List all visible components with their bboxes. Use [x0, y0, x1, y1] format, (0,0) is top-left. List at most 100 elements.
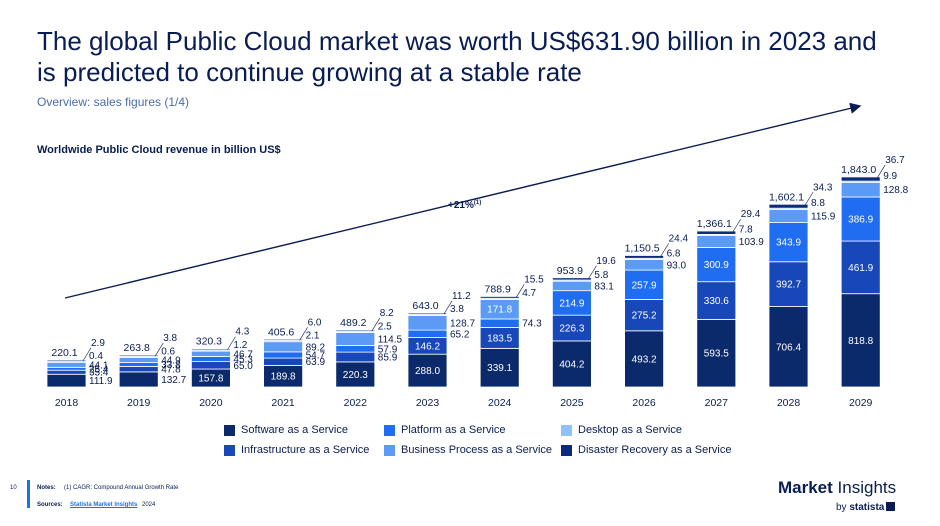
bar-segment-business_process [407, 315, 448, 331]
brand-name: statista [849, 502, 885, 513]
data-label-business_process: 44.1 [89, 360, 109, 371]
total-label: 220.1 [51, 347, 77, 359]
bar-segment-disaster_recovery [840, 176, 881, 182]
bar-segment-disaster_recovery [696, 230, 737, 235]
data-label-software: 593.5 [704, 349, 729, 360]
data-label-desktop: 0.4 [89, 351, 103, 362]
bar-segment-platform [624, 269, 664, 300]
legend-label: Business Process as a Service [401, 444, 553, 456]
sources-link[interactable]: Statista Market Insights [70, 502, 138, 508]
statista-logo-icon [886, 502, 896, 511]
total-label: 643.0 [412, 300, 438, 312]
legend-swatch [384, 424, 395, 436]
bar-segment-infrastructure [46, 369, 87, 375]
bar-segment-disaster_recovery [624, 255, 664, 259]
bar-segment-infrastructure [263, 357, 304, 366]
leader-line [371, 317, 381, 332]
bar-segment-business_process [190, 350, 231, 357]
data-label-software: 288.0 [415, 366, 440, 377]
data-label-desktop: 2.1 [306, 330, 320, 341]
stacked-bar-chart: +21%(1) 111.935.425.444.10.4 2.9 220.1 2018… [46, 102, 909, 409]
data-label-disaster-recovery: 4.3 [235, 327, 249, 338]
bar-segment-software [624, 330, 664, 388]
bar-segment-business_process [263, 341, 304, 353]
data-label-software: 220.3 [343, 370, 368, 381]
data-label-disaster-recovery: 11.2 [452, 291, 471, 302]
x-tick-label: 2023 [416, 397, 440, 409]
data-label-platform: 54.7 [306, 350, 326, 361]
bar-segment-infrastructure [335, 351, 376, 363]
data-label-desktop: 4.7 [522, 288, 536, 299]
bar-segment-business_process [335, 332, 376, 346]
legend-item-business-process: Business Process as a Service [384, 444, 552, 456]
bar-segment-software [840, 293, 881, 388]
x-tick-label: 2028 [777, 397, 801, 409]
data-label-business_process: 93.0 [667, 260, 687, 271]
bar-segment-platform [46, 366, 87, 371]
bar-segment-platform [335, 345, 376, 353]
leader-line [588, 265, 597, 279]
leader-line [804, 192, 814, 206]
bar-segment-software [118, 371, 159, 388]
bar-segment-software [335, 361, 376, 388]
bar-segment-platform [552, 290, 592, 316]
brand-second: Insights [837, 478, 897, 497]
x-tick-label: 2022 [344, 397, 368, 409]
legend-item-infrastructure: Infrastructure as a Service [224, 444, 369, 456]
data-label-business_process: 89.2 [306, 342, 326, 353]
chart-heading: Worldwide Public Cloud revenue in billio… [37, 144, 281, 156]
bar-segment-business_process [118, 357, 159, 363]
bar-segment-software [407, 353, 448, 388]
leader-line [443, 300, 453, 315]
data-label-desktop: 2.5 [378, 321, 392, 332]
bar-segment-business_process [46, 361, 87, 368]
bar-segment-infrastructure [768, 261, 809, 307]
total-label: 788.9 [485, 283, 511, 295]
data-label-business_process: 171.8 [487, 305, 512, 316]
data-label-software: 818.8 [848, 336, 873, 347]
notes-text: (1) CAGR: Compound Annual Growth Rate [64, 485, 179, 491]
bar-segment-platform [263, 351, 304, 359]
data-label-business_process: 128.8 [883, 185, 908, 196]
data-label-software: 339.1 [487, 363, 512, 374]
x-tick-label: 2021 [271, 397, 295, 409]
x-tick-label: 2024 [488, 397, 512, 409]
total-label: 263.8 [124, 342, 150, 354]
data-label-software: 111.9 [89, 376, 113, 387]
legend-item-software: Software as a Service [224, 424, 348, 436]
legend-item-desktop: Desktop as a Service [561, 424, 682, 436]
data-label-infrastructure: 392.7 [776, 280, 801, 291]
bar-segment-infrastructure [552, 314, 592, 342]
data-label-infrastructure: 65.0 [233, 361, 253, 372]
x-tick-label: 2025 [560, 397, 584, 409]
data-label-software: 493.2 [632, 354, 657, 365]
data-label-business_process: 128.7 [450, 318, 475, 329]
data-label-infrastructure: 183.5 [487, 333, 512, 344]
data-label-platform: 257.9 [632, 280, 657, 291]
legend-swatch [224, 424, 235, 436]
data-label-disaster-recovery: 3.8 [163, 333, 177, 344]
leader-line [82, 347, 92, 362]
total-label: 489.2 [340, 317, 366, 329]
data-label-software: 157.8 [198, 374, 223, 385]
x-tick-label: 2027 [705, 397, 729, 409]
x-tick-label: 2029 [849, 397, 873, 409]
bar-segment-business_process [696, 235, 737, 248]
legend-label: Software as a Service [241, 424, 348, 436]
data-label-infrastructure: 226.3 [559, 324, 584, 335]
x-tick-label: 2020 [199, 397, 223, 409]
x-tick-label: 2026 [632, 397, 656, 409]
notes-label: Notes: [37, 485, 56, 491]
bar-segment-disaster_recovery [46, 359, 87, 362]
bar-segment-disaster_recovery [407, 312, 448, 315]
bar-segment-infrastructure [840, 240, 881, 295]
footer-accent-bar [27, 480, 30, 508]
brand-main: Market [778, 478, 833, 497]
data-label-disaster-recovery: 29.4 [741, 209, 761, 220]
bar-segment-platform [190, 356, 231, 363]
data-label-software: 404.2 [559, 359, 584, 370]
legend-item-platform: Platform as a Service [384, 424, 506, 436]
data-label-disaster-recovery: 2.9 [91, 338, 105, 349]
bar-segment-disaster_recovery [552, 277, 592, 281]
data-label-infrastructure: 146.2 [415, 341, 440, 352]
